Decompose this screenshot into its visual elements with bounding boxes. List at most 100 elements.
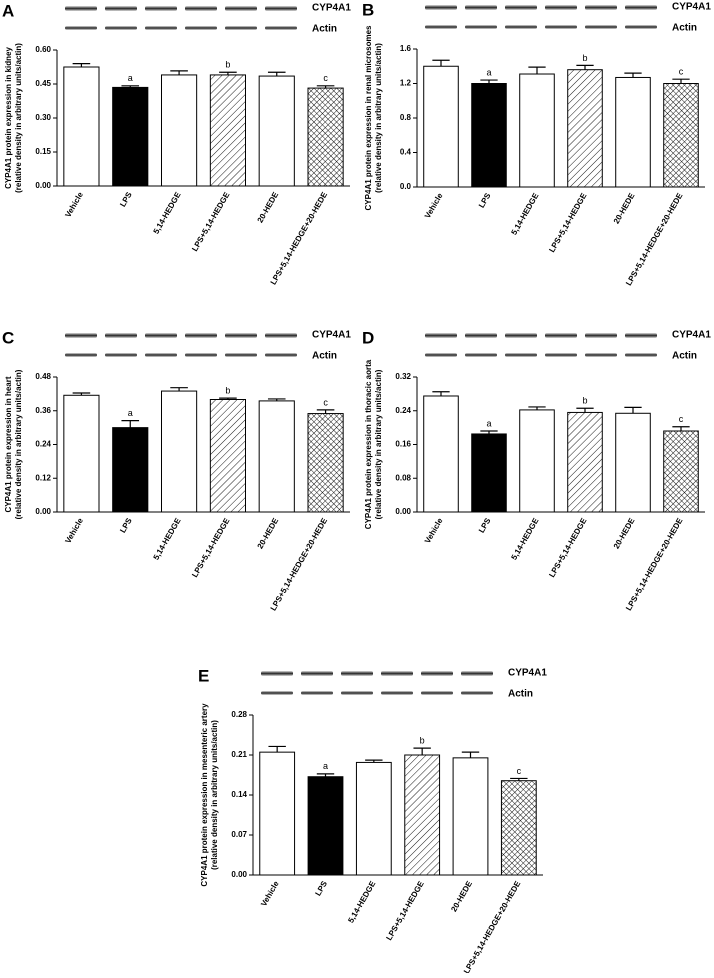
bar — [63, 66, 100, 187]
bar — [471, 83, 507, 188]
blot-band — [145, 333, 177, 338]
significance-label: a — [486, 418, 491, 428]
bar — [307, 776, 344, 876]
blot-band — [225, 333, 257, 338]
y-tick-label: 0.48 — [35, 372, 51, 381]
blot-band — [545, 5, 577, 10]
x-tick-label: 20-HEDE — [256, 190, 281, 224]
blot-band — [301, 671, 333, 676]
x-tick-label: 20-HEDE — [449, 879, 474, 913]
blot-band — [65, 6, 97, 11]
bar — [209, 399, 246, 513]
x-tick-label: 5,14-HEDGE — [509, 516, 540, 562]
blot-band — [261, 691, 293, 695]
x-tick-label: LPS+5,14-HEDGE — [547, 516, 589, 579]
blot-band — [265, 26, 297, 30]
panel-label: C — [2, 328, 14, 347]
y-tick-label: 0.12 — [35, 473, 51, 482]
x-tick-label: 5,14-HEDGE — [152, 190, 183, 236]
y-tick-label: 0.36 — [35, 406, 51, 415]
y-tick-label: 0.28 — [231, 710, 247, 719]
y-tick-label: 0.45 — [35, 79, 51, 88]
significance-label: c — [679, 67, 684, 77]
blot-band — [65, 353, 97, 357]
blot-band — [105, 26, 137, 30]
y-tick-label: 0.14 — [231, 790, 247, 799]
y-tick-label: 0.32 — [395, 372, 411, 381]
bar — [615, 412, 651, 513]
bar — [519, 73, 555, 188]
x-tick-label: 5,14-HEDGE — [152, 516, 183, 562]
x-tick-label: Vehicle — [259, 879, 281, 908]
blot-band — [545, 333, 577, 338]
significance-label: b — [582, 396, 587, 406]
blot-band — [425, 25, 457, 29]
x-tick-label: LPS — [118, 190, 134, 209]
bar — [307, 87, 344, 187]
blot-label: CYP4A1 — [508, 668, 547, 679]
x-tick-label: LPS+5,14-HEDGE+20-HEDE — [462, 879, 523, 973]
significance-label: a — [486, 67, 491, 77]
significance-label: c — [323, 73, 328, 83]
y-tick-label: 0.8 — [400, 113, 412, 122]
blot-band — [585, 353, 617, 357]
y-tick-label: 0.08 — [395, 473, 411, 482]
bar — [355, 761, 392, 876]
bar — [663, 83, 699, 188]
significance-label: a — [323, 761, 328, 771]
blot-band — [105, 333, 137, 338]
bar — [161, 390, 198, 513]
blot-band — [145, 353, 177, 357]
y-axis-label: (relative density in arbitrary units/act… — [14, 369, 23, 519]
blot-band — [425, 5, 457, 10]
x-tick-label: 20-HEDE — [612, 191, 637, 225]
x-tick-label: 20-HEDE — [256, 516, 281, 550]
blot-band — [625, 5, 657, 10]
x-tick-label: LPS+5,14-HEDGE+20-HEDE — [624, 191, 685, 287]
bar — [404, 754, 441, 876]
blot-band — [585, 333, 617, 338]
significance-label: c — [517, 766, 522, 776]
x-tick-label: 5,14-HEDGE — [509, 191, 540, 237]
bar — [500, 780, 537, 876]
blot-band — [505, 353, 537, 357]
significance-label: a — [128, 73, 133, 83]
bar — [112, 427, 149, 513]
blot-band — [625, 353, 657, 357]
bar — [567, 411, 603, 513]
bar — [307, 413, 344, 513]
y-tick-label: 0.07 — [231, 830, 247, 839]
y-tick-label: 0.60 — [35, 45, 51, 54]
blot-band — [505, 5, 537, 10]
blot-band — [185, 333, 217, 338]
blot-band — [465, 5, 497, 10]
blot-band — [461, 691, 493, 695]
bar — [471, 433, 507, 513]
x-tick-label: LPS — [313, 879, 329, 898]
blot-band — [505, 25, 537, 29]
bar — [615, 76, 651, 188]
blot-label: Actin — [508, 689, 533, 700]
blot-label: Actin — [312, 351, 337, 362]
blot-band — [465, 25, 497, 29]
significance-label: b — [225, 385, 230, 395]
x-tick-label: 20-HEDE — [612, 516, 637, 550]
x-tick-label: LPS+5,14-HEDGE+20-HEDE — [624, 516, 685, 612]
bar — [519, 409, 555, 513]
x-tick-label: LPS — [118, 516, 134, 535]
blot-label: Actin — [672, 351, 697, 362]
blot-band — [261, 671, 293, 676]
blot-label: CYP4A1 — [312, 330, 351, 341]
x-tick-label: LPS — [477, 516, 493, 535]
x-tick-label: LPS+5,14-HEDGE+20-HEDE — [269, 190, 330, 286]
panel-label: A — [2, 1, 14, 20]
blot-band — [381, 691, 413, 695]
significance-label: c — [323, 397, 328, 407]
y-tick-label: 0.0 — [400, 182, 412, 191]
blot-band — [185, 353, 217, 357]
blot-band — [425, 333, 457, 338]
y-tick-label: 1.6 — [400, 44, 412, 53]
blot-band — [341, 691, 373, 695]
y-tick-label: 0.00 — [35, 507, 51, 516]
blot-band — [65, 26, 97, 30]
